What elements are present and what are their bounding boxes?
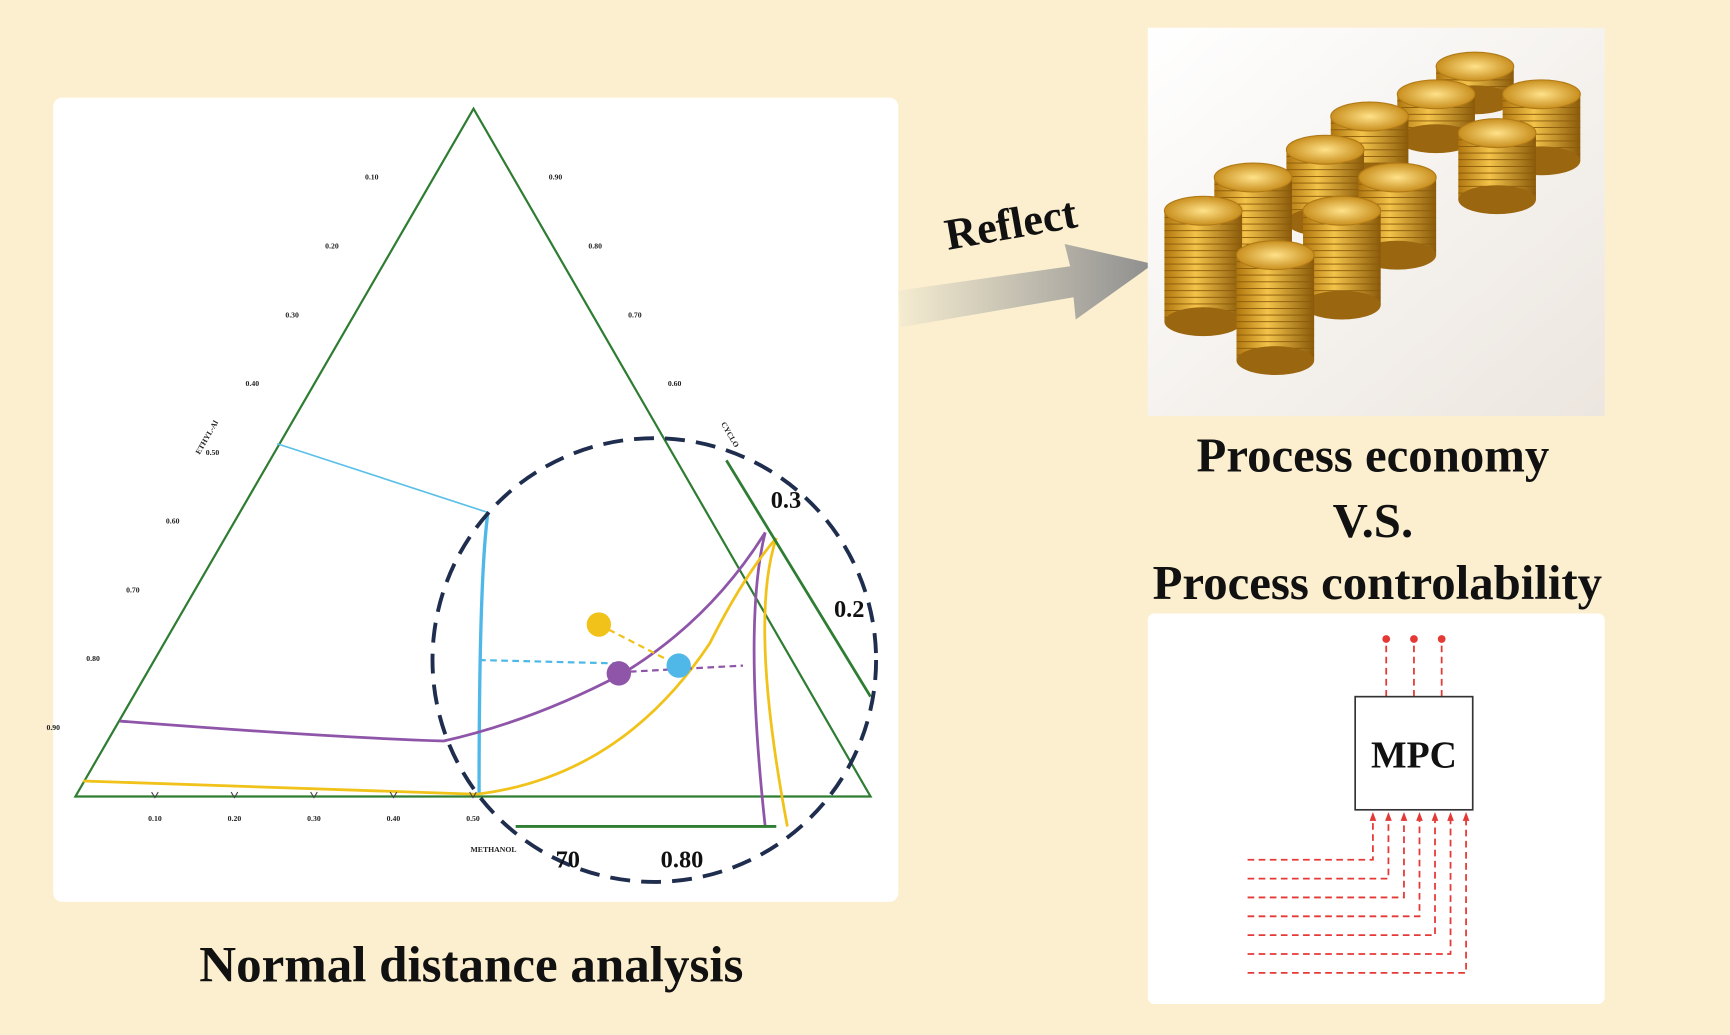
yellow-curve-2 — [763, 537, 789, 827]
input-arrow — [1462, 812, 1470, 821]
zoom-label: 0.3 — [771, 487, 801, 514]
input-signal — [1247, 814, 1467, 974]
coin-top — [1285, 134, 1365, 165]
coin-bottom — [1164, 307, 1243, 337]
bottom-tick — [230, 791, 239, 799]
right-tick-label: 0.70 — [628, 310, 642, 319]
bottom-tick-label: 0.10 — [148, 814, 162, 823]
input-arrow — [1369, 812, 1377, 821]
left-tick-label: 0.80 — [86, 654, 100, 663]
coin-stack — [1303, 210, 1381, 306]
input-signal — [1247, 814, 1421, 918]
bottom-tick-label: 0.40 — [387, 814, 401, 823]
comparison-line3: Process controlability — [1153, 556, 1602, 610]
left-tick-label: 0.90 — [46, 723, 60, 732]
coin-top — [1457, 118, 1537, 149]
input-signal — [1247, 814, 1436, 937]
right-tick-label: 0.80 — [588, 241, 602, 250]
coin-top — [1357, 162, 1437, 193]
coin-bottom — [1397, 124, 1475, 154]
comparison-line1: Process economy — [1197, 428, 1550, 482]
zoom-label: 0.2 — [834, 596, 864, 623]
bottom-tick — [151, 791, 159, 799]
coin-top — [1396, 79, 1476, 110]
coin-top — [1330, 101, 1409, 132]
yellow-curve — [83, 537, 778, 796]
input-signal — [1247, 814, 1374, 861]
mpc-label: MPC — [1371, 735, 1457, 777]
mpc-diagram — [1247, 635, 1470, 974]
blue-dot — [666, 653, 691, 678]
output-dot — [1382, 635, 1391, 643]
blue-curve-zoom — [477, 512, 490, 794]
input-arrow — [1416, 812, 1423, 821]
bottom-tick — [469, 791, 477, 799]
ternary-diagram: 0.10 0.20 0.30 0.40 0.50 0.60 0.70 0.80 0.90 0.90… — [46, 106, 879, 884]
mpc-box — [1354, 695, 1474, 811]
yellow-dot — [586, 612, 612, 637]
purple-curve — [119, 531, 767, 743]
bottom-tick — [389, 791, 398, 799]
ternary-panel — [53, 97, 899, 902]
coin-top — [1435, 51, 1515, 82]
zoom-label: 0.80 — [661, 846, 704, 873]
left-tick-label: 0.20 — [325, 241, 339, 250]
zoom-circle — [430, 436, 879, 884]
purple-dashed — [618, 664, 744, 674]
right-tick-label: 0.60 — [668, 379, 682, 388]
input-signal — [1247, 814, 1452, 955]
left-tick-label: 0.70 — [126, 585, 140, 594]
zoom-label: 70 — [556, 846, 580, 873]
input-arrow — [1385, 812, 1392, 821]
input-arrow — [1400, 812, 1408, 821]
bottom-tick-label: 0.20 — [228, 814, 242, 823]
coin-stacks — [1163, 51, 1581, 375]
output-dot — [1410, 635, 1418, 643]
left-tick-label: 0.10 — [365, 173, 379, 182]
coin-bottom — [1458, 185, 1536, 215]
coin-stack — [1164, 210, 1243, 322]
coin-stack — [1236, 255, 1315, 361]
bottom-axis-label: METHANOL — [470, 845, 516, 854]
blue-dashed — [479, 658, 616, 665]
coin-top — [1502, 79, 1581, 110]
triangle — [73, 106, 873, 798]
coin-top — [1235, 240, 1315, 271]
input-signal — [1247, 814, 1390, 880]
coin-top — [1302, 195, 1382, 226]
left-tick-label: 0.30 — [285, 310, 299, 319]
panel-caption: Normal distance analysis — [199, 938, 743, 994]
zoom-axes — [515, 459, 872, 828]
coin-top — [1213, 162, 1293, 193]
input-signal — [1247, 814, 1405, 899]
bottom-tick — [310, 791, 318, 799]
blue-curve — [276, 442, 489, 514]
reflect-arrow — [898, 244, 1154, 328]
output-dot — [1437, 635, 1446, 643]
coin-bottom — [1303, 290, 1381, 320]
bottom-tick-label: 0.30 — [307, 814, 321, 823]
comparison-line2: V.S. — [1333, 494, 1413, 548]
input-arrow — [1447, 812, 1454, 821]
left-tick-label: 0.60 — [166, 517, 180, 526]
right-tick-label: 0.90 — [549, 173, 563, 182]
purple-dot — [606, 661, 632, 686]
yellow-dashed — [598, 623, 680, 667]
left-tick-label: 0.40 — [246, 379, 260, 388]
coin-bottom — [1236, 346, 1315, 375]
left-tick-label: 0.50 — [206, 448, 220, 457]
coin-top — [1163, 195, 1243, 226]
bottom-tick-label: 0.50 — [466, 814, 480, 823]
input-arrow — [1431, 812, 1439, 821]
